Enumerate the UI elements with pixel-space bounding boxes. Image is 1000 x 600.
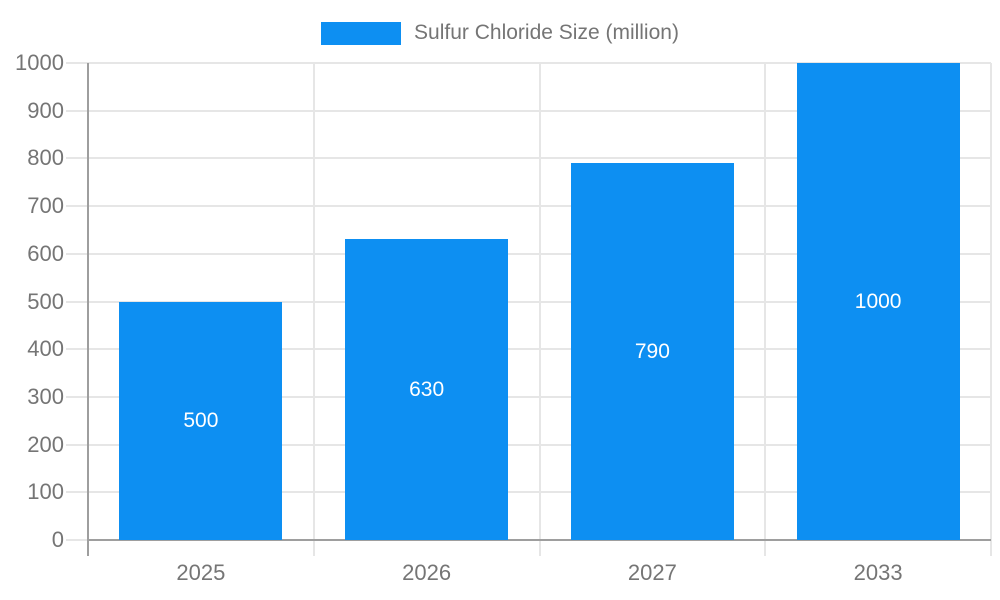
y-axis-tick [66, 300, 88, 303]
bar-value-label: 790 [634, 339, 670, 363]
y-tick-label: 500 [27, 288, 64, 314]
y-axis-tick [66, 443, 88, 446]
y-tick-label: 100 [27, 479, 64, 505]
y-tick-label: 800 [27, 145, 64, 171]
x-tick-label: 2033 [853, 560, 903, 585]
y-tick-label: 400 [27, 336, 64, 362]
y-axis-line [87, 63, 89, 556]
y-axis-tick [66, 62, 88, 64]
y-axis-tick [66, 395, 88, 398]
bar: 1000 [796, 63, 960, 540]
y-tick-label: 900 [27, 97, 64, 123]
legend: Sulfur Chloride Size (million) [0, 21, 1000, 45]
y-tick-label: 600 [27, 240, 64, 266]
x-axis-tick [764, 540, 767, 556]
y-axis-tick [66, 109, 88, 112]
legend-label: Sulfur Chloride Size (million) [414, 21, 679, 44]
y-tick-label: 300 [27, 383, 64, 409]
x-tick-label: 2027 [627, 560, 677, 585]
v-gridline [764, 63, 767, 540]
bar-value-label: 630 [409, 377, 445, 401]
bar-value-label: 500 [183, 408, 219, 432]
y-tick-label: 0 [51, 527, 64, 552]
legend-swatch [321, 21, 402, 45]
bar: 500 [119, 301, 283, 540]
y-tick-label: 200 [27, 431, 64, 457]
x-axis-tick [990, 540, 992, 556]
v-gridline [990, 63, 992, 540]
x-tick-label: 2025 [176, 560, 226, 585]
bar: 630 [345, 239, 509, 540]
x-axis-tick [538, 540, 541, 556]
bar-value-label: 1000 [854, 289, 902, 313]
y-axis-tick [66, 348, 88, 351]
y-axis-tick [66, 539, 88, 541]
y-axis-tick [66, 157, 88, 160]
y-tick-label: 700 [27, 193, 64, 219]
x-axis-tick [312, 540, 315, 556]
y-axis-tick [66, 491, 88, 494]
v-gridline [538, 63, 541, 540]
x-axis-line [88, 539, 991, 541]
v-gridline [312, 63, 315, 540]
y-axis-tick [66, 252, 88, 255]
x-tick-label: 2026 [402, 560, 452, 585]
y-axis-tick [66, 205, 88, 208]
y-tick-label: 1000 [15, 50, 64, 75]
bar: 790 [570, 163, 734, 540]
